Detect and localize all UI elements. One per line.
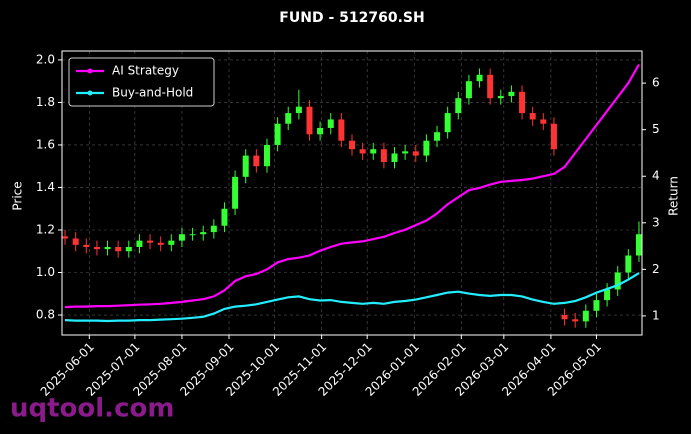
candle-body [444, 113, 451, 133]
candle-body [465, 81, 472, 99]
y-tick-label: 0.8 [36, 308, 55, 322]
candle-body [338, 119, 345, 141]
candle-body [508, 91, 515, 97]
y-tick-label: 1.4 [36, 180, 55, 194]
y2-tick-label: 3 [652, 215, 660, 229]
candle-body [253, 155, 260, 167]
candle-body [178, 234, 185, 241]
candle-body [168, 240, 175, 245]
candle-body [263, 144, 270, 167]
legend-marker [87, 90, 93, 96]
candle-body [210, 225, 217, 233]
candle-body [327, 119, 334, 128]
candle-body [434, 132, 441, 141]
candle-body [412, 151, 419, 156]
candle-body [625, 255, 632, 273]
candle-body [136, 240, 143, 247]
candle-body [83, 244, 90, 247]
candle-body [614, 272, 621, 290]
y-tick-label: 1.6 [36, 137, 55, 151]
candle-body [93, 246, 100, 250]
y-tick-label: 1.2 [36, 222, 55, 236]
candle-body [115, 246, 122, 252]
candle-body [242, 155, 249, 177]
candle-body [232, 176, 239, 209]
candle-body [476, 74, 483, 82]
candle-body [604, 289, 611, 301]
candle-body [593, 300, 600, 311]
candle-body [370, 149, 377, 154]
y-tick-label: 1.0 [36, 265, 55, 279]
candle-body [487, 74, 494, 99]
legend-label: AI Strategy [112, 64, 179, 78]
candle-body [274, 123, 281, 145]
candle-body [72, 238, 79, 245]
candle-body [285, 113, 292, 124]
y2-tick-label: 6 [652, 76, 660, 90]
return-line [64, 272, 640, 323]
candle-body [295, 106, 302, 114]
chart-title: FUND - 512760.SH [279, 10, 424, 26]
candle-body [221, 208, 228, 226]
candle-body [582, 310, 589, 322]
candle-body [402, 151, 409, 154]
legend-label: Buy-and-Hold [112, 86, 193, 100]
legend-marker [87, 68, 93, 74]
y-tick-label: 2.0 [36, 52, 55, 66]
candle-body [635, 234, 642, 256]
candle-body [104, 246, 111, 250]
candle-body [125, 246, 132, 252]
watermark: uqtool.com [10, 394, 174, 424]
candle-body [561, 315, 568, 320]
candle-body [147, 240, 154, 243]
candle-body [306, 106, 313, 135]
candle-body [519, 91, 526, 114]
candle-body [349, 140, 355, 150]
candle-body [550, 123, 557, 150]
candle-body [455, 98, 462, 114]
candle-body [317, 127, 324, 135]
candle-body [540, 119, 547, 124]
candle-body [157, 242, 164, 245]
y-axis-label: Price [11, 181, 25, 210]
candle-body [497, 96, 504, 99]
candle-body [359, 149, 366, 154]
legend-box [68, 57, 215, 107]
candle-body [572, 319, 579, 322]
candle-body [189, 234, 196, 236]
candle-body [529, 113, 536, 120]
candle-body [423, 140, 430, 156]
y2-axis-label: Return [667, 176, 681, 216]
y2-tick-label: 4 [652, 169, 660, 183]
y2-tick-label: 1 [652, 308, 660, 322]
candle-body [391, 153, 398, 162]
y-tick-label: 1.8 [36, 95, 55, 109]
candle-body [380, 149, 387, 162]
y2-tick-label: 5 [652, 122, 660, 136]
plot-frame [61, 50, 643, 336]
candle-body [200, 232, 207, 235]
y2-tick-label: 2 [652, 262, 660, 276]
candle-body [62, 236, 69, 239]
return-line [64, 63, 640, 309]
